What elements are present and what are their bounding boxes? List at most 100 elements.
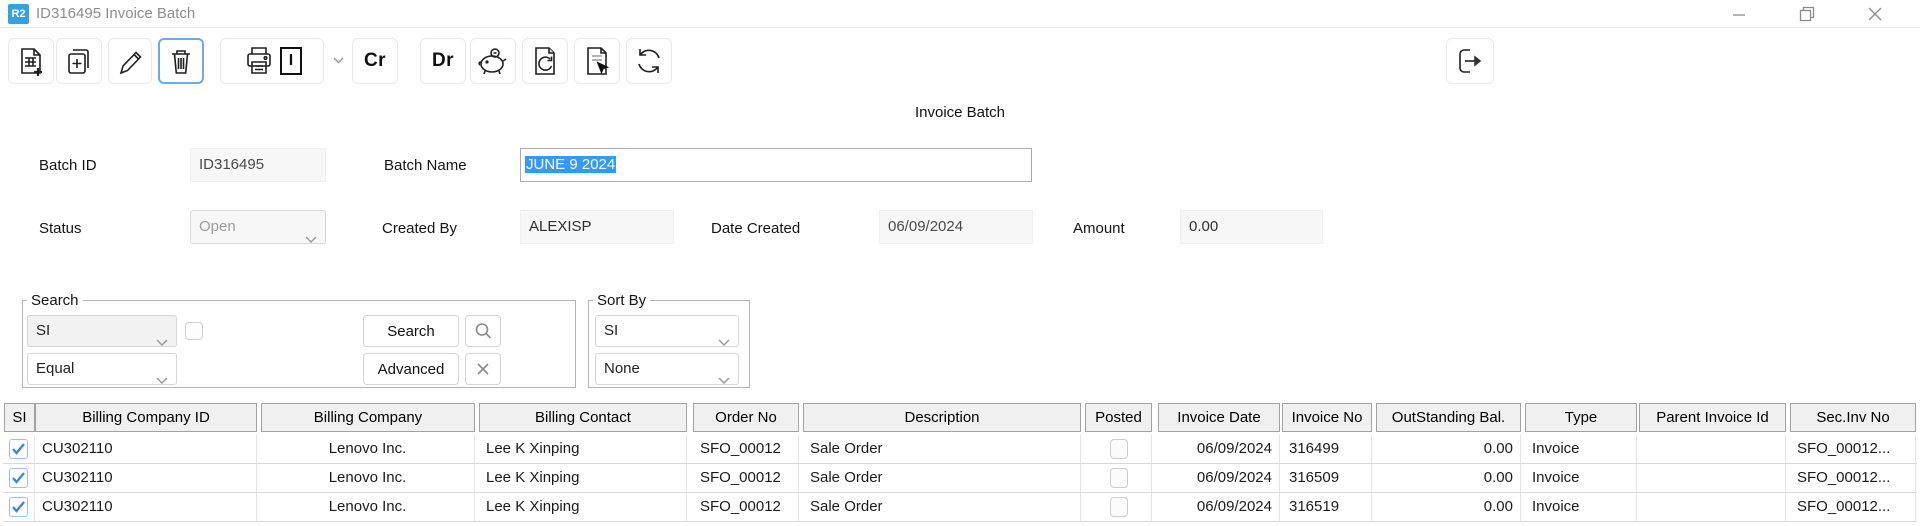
chevron-down-icon — [305, 224, 317, 256]
edit-button[interactable] — [108, 38, 152, 84]
close-button[interactable] — [1858, 0, 1892, 28]
cell-description[interactable]: Sale Order — [803, 464, 1081, 493]
cell-sec_inv_no[interactable]: SFO_00012... — [1790, 435, 1916, 464]
cell-selected[interactable] — [4, 435, 35, 464]
search-icon — [475, 323, 492, 339]
search-field-value: SI — [36, 322, 51, 339]
cell-invoice_date[interactable]: 06/09/2024 — [1158, 464, 1280, 493]
table-row[interactable]: CU302110 Lenovo Inc. Lee K Xinping SFO_0001… — [3, 435, 1917, 464]
cell-outstanding_bal[interactable]: 0.00 — [1376, 493, 1521, 522]
column-header-sec_inv_no[interactable]: Sec.Inv No — [1790, 403, 1916, 432]
column-header-invoice_date[interactable]: Invoice Date — [1158, 403, 1280, 432]
cell-invoice_no[interactable]: 316499 — [1282, 435, 1372, 464]
cell-invoice_no[interactable]: 316509 — [1282, 464, 1372, 493]
window-title: ID316495 Invoice Batch — [36, 5, 196, 22]
cell-sec_inv_no[interactable]: SFO_00012... — [1790, 464, 1916, 493]
cell-billing_company_id[interactable]: CU302110 — [35, 464, 257, 493]
column-header-billing_contact[interactable]: Billing Contact — [479, 403, 687, 432]
cell-parent_invoice_id[interactable] — [1639, 493, 1786, 522]
cell-billing_company[interactable]: Lenovo Inc. — [261, 464, 475, 493]
cell-type[interactable]: Invoice — [1525, 435, 1637, 464]
exit-button[interactable] — [1446, 38, 1494, 84]
search-operator-dropdown[interactable]: Equal — [27, 353, 177, 385]
debit-label: Dr — [431, 50, 455, 71]
cell-billing_company_id[interactable]: CU302110 — [35, 435, 257, 464]
credit-button[interactable]: Cr — [352, 38, 398, 84]
row-select-checkbox[interactable] — [9, 439, 28, 459]
cell-type[interactable]: Invoice — [1525, 493, 1637, 522]
cell-invoice_date[interactable]: 06/09/2024 — [1158, 435, 1280, 464]
column-header-invoice_no[interactable]: Invoice No — [1282, 403, 1372, 432]
sort-secondary-value: None — [604, 360, 640, 377]
cell-billing_company_id[interactable]: CU302110 — [35, 493, 257, 522]
cell-sec_inv_no[interactable]: SFO_00012... — [1790, 493, 1916, 522]
cell-order_no[interactable]: SFO_00012 — [693, 493, 799, 522]
table-row[interactable]: CU302110 Lenovo Inc. Lee K Xinping SFO_0001… — [3, 464, 1917, 493]
column-header-outstanding_bal[interactable]: OutStanding Bal. — [1376, 403, 1521, 432]
cell-order_no[interactable]: SFO_00012 — [693, 435, 799, 464]
cell-description[interactable]: Sale Order — [803, 435, 1081, 464]
search-icon-button[interactable] — [465, 315, 501, 347]
row-select-checkbox[interactable] — [9, 497, 28, 517]
posted-checkbox[interactable] — [1109, 497, 1128, 517]
column-header-description[interactable]: Description — [803, 403, 1081, 432]
cell-outstanding_bal[interactable]: 0.00 — [1376, 435, 1521, 464]
check-icon — [12, 443, 25, 455]
clear-search-button[interactable] — [465, 353, 501, 385]
cell-billing_contact[interactable]: Lee K Xinping — [479, 464, 687, 493]
cell-order_no[interactable]: SFO_00012 — [693, 464, 799, 493]
sort-primary-value: SI — [604, 322, 619, 339]
column-header-type[interactable]: Type — [1525, 403, 1637, 432]
sort-primary-dropdown[interactable]: SI — [595, 315, 739, 347]
column-header-parent_invoice_id[interactable]: Parent Invoice Id — [1639, 403, 1786, 432]
cell-selected[interactable] — [4, 464, 35, 493]
cell-posted[interactable] — [1085, 464, 1152, 493]
column-header-order_no[interactable]: Order No — [693, 403, 799, 432]
invoice-print-tag: I — [280, 47, 302, 75]
advanced-button[interactable]: Advanced — [363, 353, 459, 385]
column-header-billing_company_id[interactable]: Billing Company ID — [35, 403, 257, 432]
search-field-dropdown[interactable]: SI — [27, 315, 177, 347]
copy-invoice-button[interactable] — [56, 38, 102, 84]
cell-description[interactable]: Sale Order — [803, 493, 1081, 522]
search-option-checkbox[interactable] — [185, 322, 203, 340]
cell-billing_company[interactable]: Lenovo Inc. — [261, 493, 475, 522]
chevron-down-icon — [718, 366, 730, 396]
column-header-billing_company[interactable]: Billing Company — [261, 403, 475, 432]
cell-parent_invoice_id[interactable] — [1639, 435, 1786, 464]
refresh-button[interactable] — [626, 38, 672, 84]
search-button[interactable]: Search — [363, 315, 459, 347]
sort-secondary-dropdown[interactable]: None — [595, 353, 739, 385]
print-dropdown-chevron[interactable] — [330, 52, 346, 68]
print-invoice-button[interactable]: I — [220, 38, 324, 84]
search-button-label: Search — [387, 322, 435, 340]
cell-selected[interactable] — [4, 493, 35, 522]
column-header-selected[interactable]: SI — [4, 403, 35, 432]
minimize-button[interactable] — [1722, 0, 1756, 28]
cell-outstanding_bal[interactable]: 0.00 — [1376, 464, 1521, 493]
sort-by-legend: Sort By — [597, 292, 647, 309]
cell-type[interactable]: Invoice — [1525, 464, 1637, 493]
row-select-checkbox[interactable] — [9, 468, 28, 488]
new-invoice-button[interactable] — [8, 38, 54, 84]
posted-checkbox[interactable] — [1109, 439, 1128, 459]
cell-billing_contact[interactable]: Lee K Xinping — [479, 493, 687, 522]
delete-button[interactable] — [158, 38, 204, 84]
cell-billing_contact[interactable]: Lee K Xinping — [479, 435, 687, 464]
table-row[interactable]: CU302110 Lenovo Inc. Lee K Xinping SFO_0001… — [3, 493, 1917, 522]
posted-checkbox[interactable] — [1109, 468, 1128, 488]
cell-posted[interactable] — [1085, 493, 1152, 522]
cell-billing_company[interactable]: Lenovo Inc. — [261, 435, 475, 464]
batch-name-input[interactable]: JUNE 9 2024 — [520, 148, 1032, 182]
restore-button[interactable] — [1790, 0, 1824, 28]
history-button[interactable] — [522, 38, 568, 84]
cell-invoice_date[interactable]: 06/09/2024 — [1158, 493, 1280, 522]
cell-parent_invoice_id[interactable] — [1639, 464, 1786, 493]
debit-button[interactable]: Dr — [420, 38, 466, 84]
cell-posted[interactable] — [1085, 435, 1152, 464]
status-dropdown[interactable]: Open — [190, 210, 326, 244]
column-header-posted[interactable]: Posted — [1085, 403, 1152, 432]
select-invoice-button[interactable] — [574, 38, 620, 84]
cell-invoice_no[interactable]: 316519 — [1282, 493, 1372, 522]
payment-bank-button[interactable] — [470, 38, 516, 84]
